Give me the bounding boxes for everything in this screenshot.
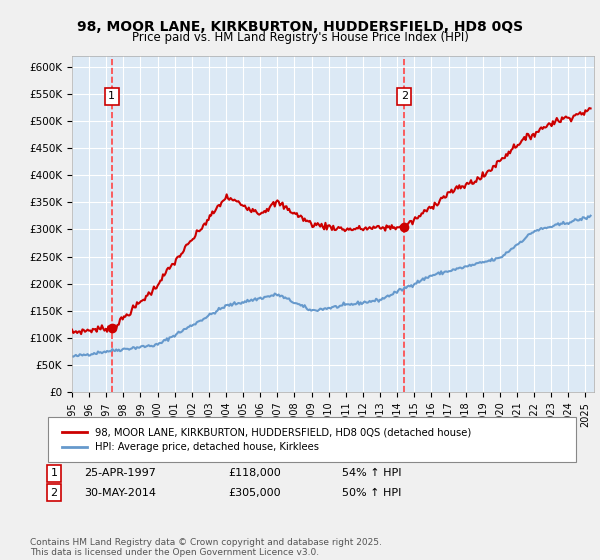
- Text: 30-MAY-2014: 30-MAY-2014: [84, 488, 156, 498]
- Text: 54% ↑ HPI: 54% ↑ HPI: [342, 468, 401, 478]
- FancyBboxPatch shape: [48, 417, 576, 462]
- Text: 50% ↑ HPI: 50% ↑ HPI: [342, 488, 401, 498]
- Text: 1: 1: [50, 468, 58, 478]
- Text: 25-APR-1997: 25-APR-1997: [84, 468, 156, 478]
- Text: 98, MOOR LANE, KIRKBURTON, HUDDERSFIELD, HD8 0QS: 98, MOOR LANE, KIRKBURTON, HUDDERSFIELD,…: [77, 20, 523, 34]
- Text: 2: 2: [401, 91, 408, 101]
- Text: £305,000: £305,000: [228, 488, 281, 498]
- Text: Price paid vs. HM Land Registry's House Price Index (HPI): Price paid vs. HM Land Registry's House …: [131, 31, 469, 44]
- Legend: 98, MOOR LANE, KIRKBURTON, HUDDERSFIELD, HD8 0QS (detached house), HPI: Average : 98, MOOR LANE, KIRKBURTON, HUDDERSFIELD,…: [58, 423, 476, 456]
- Text: 2: 2: [50, 488, 58, 498]
- Text: Contains HM Land Registry data © Crown copyright and database right 2025.
This d: Contains HM Land Registry data © Crown c…: [30, 538, 382, 557]
- Text: 1: 1: [108, 91, 115, 101]
- Text: £118,000: £118,000: [228, 468, 281, 478]
